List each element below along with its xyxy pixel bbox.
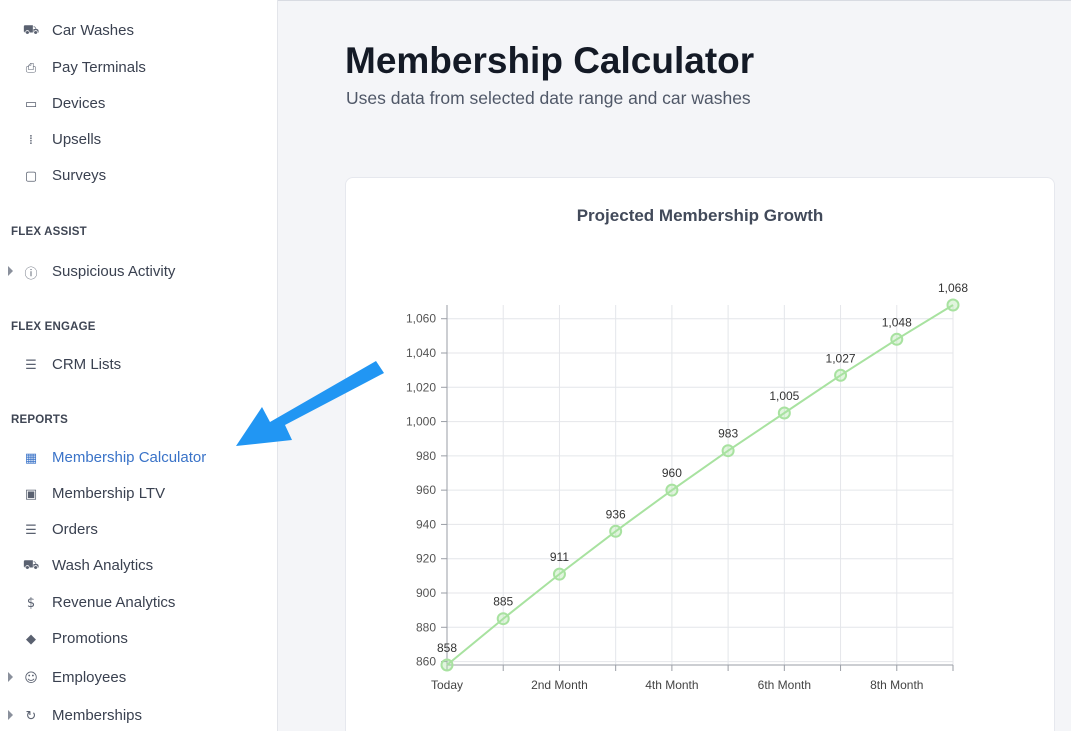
- chart-card: [345, 177, 1055, 731]
- arrow-shape: [236, 361, 384, 446]
- sidebar-item-membership-ltv[interactable]: ▣ Membership LTV: [0, 479, 277, 509]
- sidebar-item-promotions[interactable]: ◆ Promotions: [0, 624, 277, 654]
- sidebar-item-label: Pay Terminals: [52, 59, 146, 76]
- cash-icon: ▣: [24, 486, 38, 502]
- device-icon: ▭: [24, 96, 38, 112]
- page-subtitle: Uses data from selected date range and c…: [346, 88, 751, 108]
- sidebar-item-upsells[interactable]: ⁞ Upsells: [0, 125, 277, 155]
- y-tick-label: 1,020: [406, 380, 436, 394]
- list-icon: ☰: [25, 522, 37, 538]
- data-point: [665, 483, 679, 497]
- list-icon: ☰: [25, 357, 37, 373]
- sidebar-item-membership-calculator[interactable]: ▦ Membership Calculator: [0, 443, 277, 473]
- car-wash-icon: ⛟: [22, 22, 40, 38]
- data-label: 911: [550, 550, 569, 564]
- refresh-icon: ↻: [25, 708, 37, 724]
- series-line: [446, 304, 954, 666]
- sidebar-item-label: CRM Lists: [52, 356, 122, 373]
- data-label: 1,068: [938, 281, 968, 295]
- chart-title: Projected Membership Growth: [576, 206, 824, 225]
- data-label: 983: [718, 427, 738, 441]
- data-label: 1,048: [882, 315, 912, 329]
- y-tick-label: 940: [416, 517, 436, 531]
- y-tick-label: 880: [416, 620, 436, 634]
- y-tick-label: 980: [416, 449, 436, 463]
- ticket-icon: ◆: [26, 631, 36, 647]
- sidebar-item-label: Membership Calculator: [52, 449, 207, 466]
- sidebar-item-surveys[interactable]: ▢ Surveys: [0, 161, 277, 191]
- x-tick-label: 8th Month: [870, 678, 923, 692]
- people-icon: ☺: [24, 670, 38, 686]
- alert-circle-icon: ⓘ: [24, 266, 38, 282]
- sidebar-item-label: Revenue Analytics: [52, 594, 176, 611]
- data-point: [777, 406, 791, 420]
- page-title: Membership Calculator: [345, 40, 755, 81]
- y-tick-label: 860: [416, 655, 436, 669]
- data-point: [609, 524, 623, 538]
- caret-right-icon[interactable]: [8, 672, 13, 682]
- sidebar-item-label: Memberships: [52, 707, 143, 724]
- data-label: 960: [662, 466, 682, 480]
- upsells-icon: ⁞: [28, 132, 34, 148]
- sidebar-item-label: Surveys: [52, 167, 107, 184]
- y-tick-label: 960: [416, 483, 436, 497]
- data-point: [721, 444, 735, 458]
- sidebar-item-label: Car Washes: [52, 22, 134, 39]
- y-tick-label: 1,040: [406, 346, 436, 360]
- data-label: 885: [493, 595, 513, 609]
- top-border: [0, 0, 1071, 1]
- calculator-icon: ▦: [24, 450, 38, 466]
- x-tick-label: 2nd Month: [531, 678, 588, 692]
- sidebar-item-pay-terminals[interactable]: ⎙ Pay Terminals: [0, 53, 277, 83]
- caret-right-icon[interactable]: [8, 266, 13, 276]
- x-tick-label: 4th Month: [645, 678, 698, 692]
- data-point: [834, 368, 848, 382]
- sidebar-section-flex-engage: FLEX ENGAGE: [11, 321, 96, 333]
- sidebar-item-label: Devices: [52, 95, 106, 112]
- sidebar-item-orders[interactable]: ☰ Orders: [0, 515, 277, 545]
- x-tick-label: 6th Month: [758, 678, 811, 692]
- clipboard-icon: ▢: [24, 168, 38, 184]
- sidebar-section-flex-assist: FLEX ASSIST: [11, 226, 87, 238]
- data-label: 936: [606, 507, 626, 521]
- sidebar-item-suspicious-activity[interactable]: ⓘ Suspicious Activity: [0, 257, 277, 287]
- sidebar-item-revenue-analytics[interactable]: $ Revenue Analytics: [0, 588, 277, 618]
- sidebar-item-car-washes[interactable]: ⛟ Car Washes: [0, 16, 277, 46]
- x-tick-label: Today: [431, 678, 463, 692]
- sidebar-item-devices[interactable]: ▭ Devices: [0, 89, 277, 119]
- caret-right-icon[interactable]: [8, 710, 13, 720]
- sidebar-item-crm-lists[interactable]: ☰ CRM Lists: [0, 350, 277, 380]
- data-label: 1,005: [769, 389, 799, 403]
- dollar-icon: $: [26, 595, 36, 611]
- data-label: 1,027: [826, 351, 856, 365]
- data-point: [552, 567, 566, 581]
- sidebar-item-memberships[interactable]: ↻ Memberships: [0, 701, 277, 731]
- data-label: 858: [437, 641, 457, 655]
- sidebar-item-label: Wash Analytics: [52, 557, 154, 574]
- sidebar-item-label: Upsells: [52, 131, 102, 148]
- y-tick-label: 1,000: [406, 415, 436, 429]
- sidebar-item-label: Employees: [52, 669, 127, 686]
- sidebar-item-wash-analytics[interactable]: ⛟ Wash Analytics: [0, 551, 277, 581]
- sidebar-item-employees[interactable]: ☺ Employees: [0, 663, 277, 693]
- sidebar-section-reports: REPORTS: [11, 414, 68, 426]
- sidebar: ⛟ Car Washes ⎙ Pay Terminals ▭ Devices ⁞ Upsell…: [0, 0, 278, 731]
- pay-terminal-icon: ⎙: [25, 60, 37, 76]
- sidebar-item-label: Suspicious Activity: [52, 263, 176, 280]
- car-icon: ⛟: [22, 557, 40, 573]
- data-point: [440, 658, 454, 672]
- sidebar-item-label: Promotions: [52, 630, 128, 647]
- sidebar-item-label: Membership LTV: [52, 485, 166, 502]
- y-tick-label: 920: [416, 552, 436, 566]
- data-point: [946, 298, 960, 312]
- sidebar-item-label: Orders: [52, 521, 98, 538]
- y-tick-label: 900: [416, 586, 436, 600]
- y-tick-label: 1,060: [406, 312, 436, 326]
- data-point: [496, 612, 510, 626]
- data-point: [890, 332, 904, 346]
